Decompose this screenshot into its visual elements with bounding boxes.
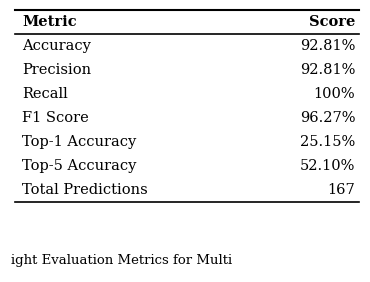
Text: Recall: Recall (22, 87, 68, 101)
Text: Metric: Metric (22, 15, 77, 29)
Text: 25.15%: 25.15% (300, 135, 355, 149)
Text: Accuracy: Accuracy (22, 39, 91, 53)
Text: 167: 167 (327, 183, 355, 197)
Text: 92.81%: 92.81% (300, 63, 355, 77)
Text: Top-5 Accuracy: Top-5 Accuracy (22, 159, 137, 173)
Text: 92.81%: 92.81% (300, 39, 355, 53)
Text: Score: Score (309, 15, 355, 29)
Text: 96.27%: 96.27% (300, 111, 355, 125)
Text: Total Predictions: Total Predictions (22, 183, 148, 197)
Text: Precision: Precision (22, 63, 91, 77)
Text: 52.10%: 52.10% (300, 159, 355, 173)
Text: 100%: 100% (314, 87, 355, 101)
Text: F1 Score: F1 Score (22, 111, 89, 125)
Text: ight Evaluation Metrics for Multi: ight Evaluation Metrics for Multi (11, 254, 232, 267)
Text: Top-1 Accuracy: Top-1 Accuracy (22, 135, 137, 149)
